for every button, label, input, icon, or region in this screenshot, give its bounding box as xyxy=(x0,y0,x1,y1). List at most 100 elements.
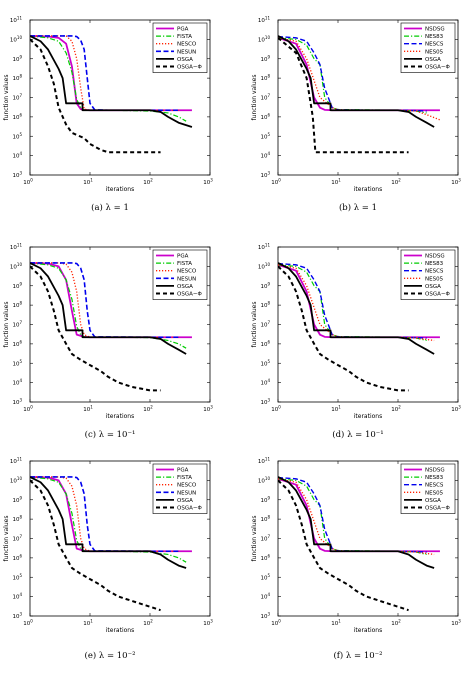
legend-box xyxy=(152,22,208,73)
chart-panel: 100 101 102 103 103 104 105 106 107 108 109 1010 101… xyxy=(251,457,461,662)
y-tick-label: 105 xyxy=(260,132,270,141)
legend-label: NSDSG xyxy=(425,468,445,474)
y-tick-label: 107 xyxy=(260,320,270,329)
y-tick-label: 1011 xyxy=(10,243,23,252)
y-tick-label: 107 xyxy=(12,320,22,329)
y-tick-label: 108 xyxy=(260,74,270,83)
y-tick-label: 107 xyxy=(260,534,270,543)
x-tick-label: 103 xyxy=(203,405,213,414)
y-tick-label: 1010 xyxy=(10,35,23,44)
legend-label: NESCS xyxy=(425,483,444,489)
panel-caption: (a) λ = 1 xyxy=(91,202,129,213)
y-tick-label: 107 xyxy=(12,534,22,543)
y-tick-label: 108 xyxy=(12,74,22,83)
y-tick-label: 106 xyxy=(260,112,270,121)
series-line xyxy=(30,479,161,612)
legend-label: NESCO xyxy=(177,269,197,275)
y-tick-label: 1010 xyxy=(10,476,23,485)
x-tick-label: 103 xyxy=(451,178,461,187)
y-tick-label: 104 xyxy=(260,592,270,601)
chart-panel: 100 101 102 103 103 104 105 106 107 108 109 1010 101… xyxy=(3,457,213,662)
chart-panel: 100 101 102 103 103 104 105 106 107 108 109 1010 101… xyxy=(251,243,461,441)
legend-label: FISTA xyxy=(177,261,192,267)
legend-label: OSGA xyxy=(425,498,441,504)
legend-label: FISTA xyxy=(177,34,192,40)
x-tick-label: 101 xyxy=(331,405,341,414)
chart-panel: 100 101 102 103 103 104 105 106 107 108 109 1010 101… xyxy=(3,243,213,441)
legend-label: OSGA−Φ xyxy=(425,506,450,512)
legend-label: NESUN xyxy=(177,490,196,496)
chart-panel: 100 101 102 103 103 104 105 106 107 108 109 1010 101… xyxy=(251,16,461,214)
y-tick-label: 109 xyxy=(260,54,270,63)
legend-label: NSDSG xyxy=(425,254,445,260)
y-axis-label: function values xyxy=(251,516,258,562)
x-axis-label: iterations xyxy=(354,186,382,193)
x-tick-label: 101 xyxy=(83,619,93,628)
series-line xyxy=(30,476,187,569)
y-tick-label: 1011 xyxy=(10,16,23,25)
y-tick-label: 104 xyxy=(12,592,22,601)
x-tick-label: 101 xyxy=(331,178,341,187)
y-axis-label: function values xyxy=(3,302,10,348)
y-tick-label: 103 xyxy=(260,171,270,180)
y-tick-label: 105 xyxy=(12,359,22,368)
legend-label: NES05 xyxy=(425,49,444,55)
x-axis-label: iterations xyxy=(106,413,134,420)
y-tick-label: 108 xyxy=(12,515,22,524)
y-tick-label: 106 xyxy=(260,339,270,348)
y-axis-label: function values xyxy=(251,302,258,348)
y-tick-label: 105 xyxy=(260,359,270,368)
x-tick-label: 102 xyxy=(391,178,401,187)
x-axis-label: iterations xyxy=(106,186,134,193)
series-line xyxy=(278,479,409,612)
y-tick-label: 105 xyxy=(12,573,22,582)
y-axis-label: function values xyxy=(3,75,10,121)
x-tick-label: 102 xyxy=(391,619,401,628)
x-tick-label: 101 xyxy=(83,178,93,187)
legend-label: NSDSG xyxy=(425,27,445,33)
x-tick-label: 100 xyxy=(23,405,33,414)
legend-label: OSGA−Φ xyxy=(425,292,450,298)
legend-label: NES05 xyxy=(425,490,444,496)
panel-caption: (d) λ = 10⁻¹ xyxy=(332,429,383,440)
panel-caption: (e) λ = 10⁻² xyxy=(85,650,136,661)
x-tick-label: 102 xyxy=(143,619,153,628)
y-tick-label: 103 xyxy=(12,612,22,621)
x-tick-label: 103 xyxy=(203,619,213,628)
x-tick-label: 101 xyxy=(331,619,341,628)
x-tick-label: 103 xyxy=(451,405,461,414)
x-axis-label: iterations xyxy=(106,627,134,634)
x-tick-label: 102 xyxy=(143,178,153,187)
series-line xyxy=(278,35,435,128)
x-tick-label: 100 xyxy=(271,178,281,187)
y-tick-label: 1010 xyxy=(258,476,271,485)
legend-label: PGA xyxy=(177,27,189,33)
y-tick-label: 1010 xyxy=(258,35,271,44)
legend-label: NES05 xyxy=(425,276,444,282)
y-tick-label: 103 xyxy=(260,612,270,621)
legend-label: FISTA xyxy=(177,475,192,481)
legend-box xyxy=(152,463,208,514)
panel-caption: (b) λ = 1 xyxy=(339,202,377,213)
x-tick-label: 100 xyxy=(23,619,33,628)
legend-label: NESCS xyxy=(425,269,444,275)
x-tick-label: 103 xyxy=(451,619,461,628)
y-tick-label: 109 xyxy=(260,281,270,290)
x-tick-label: 102 xyxy=(391,405,401,414)
y-tick-label: 106 xyxy=(12,553,22,562)
legend-label: NESCO xyxy=(177,42,197,48)
legend-label: NESUN xyxy=(177,49,196,55)
series-line xyxy=(30,265,161,392)
x-tick-label: 100 xyxy=(23,178,33,187)
legend-label: OSGA−Φ xyxy=(177,292,202,298)
series-line xyxy=(278,37,441,121)
y-tick-label: 106 xyxy=(12,112,22,121)
series-line xyxy=(30,38,161,154)
y-tick-label: 1010 xyxy=(10,262,23,271)
x-tick-label: 101 xyxy=(83,405,93,414)
y-tick-label: 105 xyxy=(260,573,270,582)
series-line xyxy=(30,262,187,355)
